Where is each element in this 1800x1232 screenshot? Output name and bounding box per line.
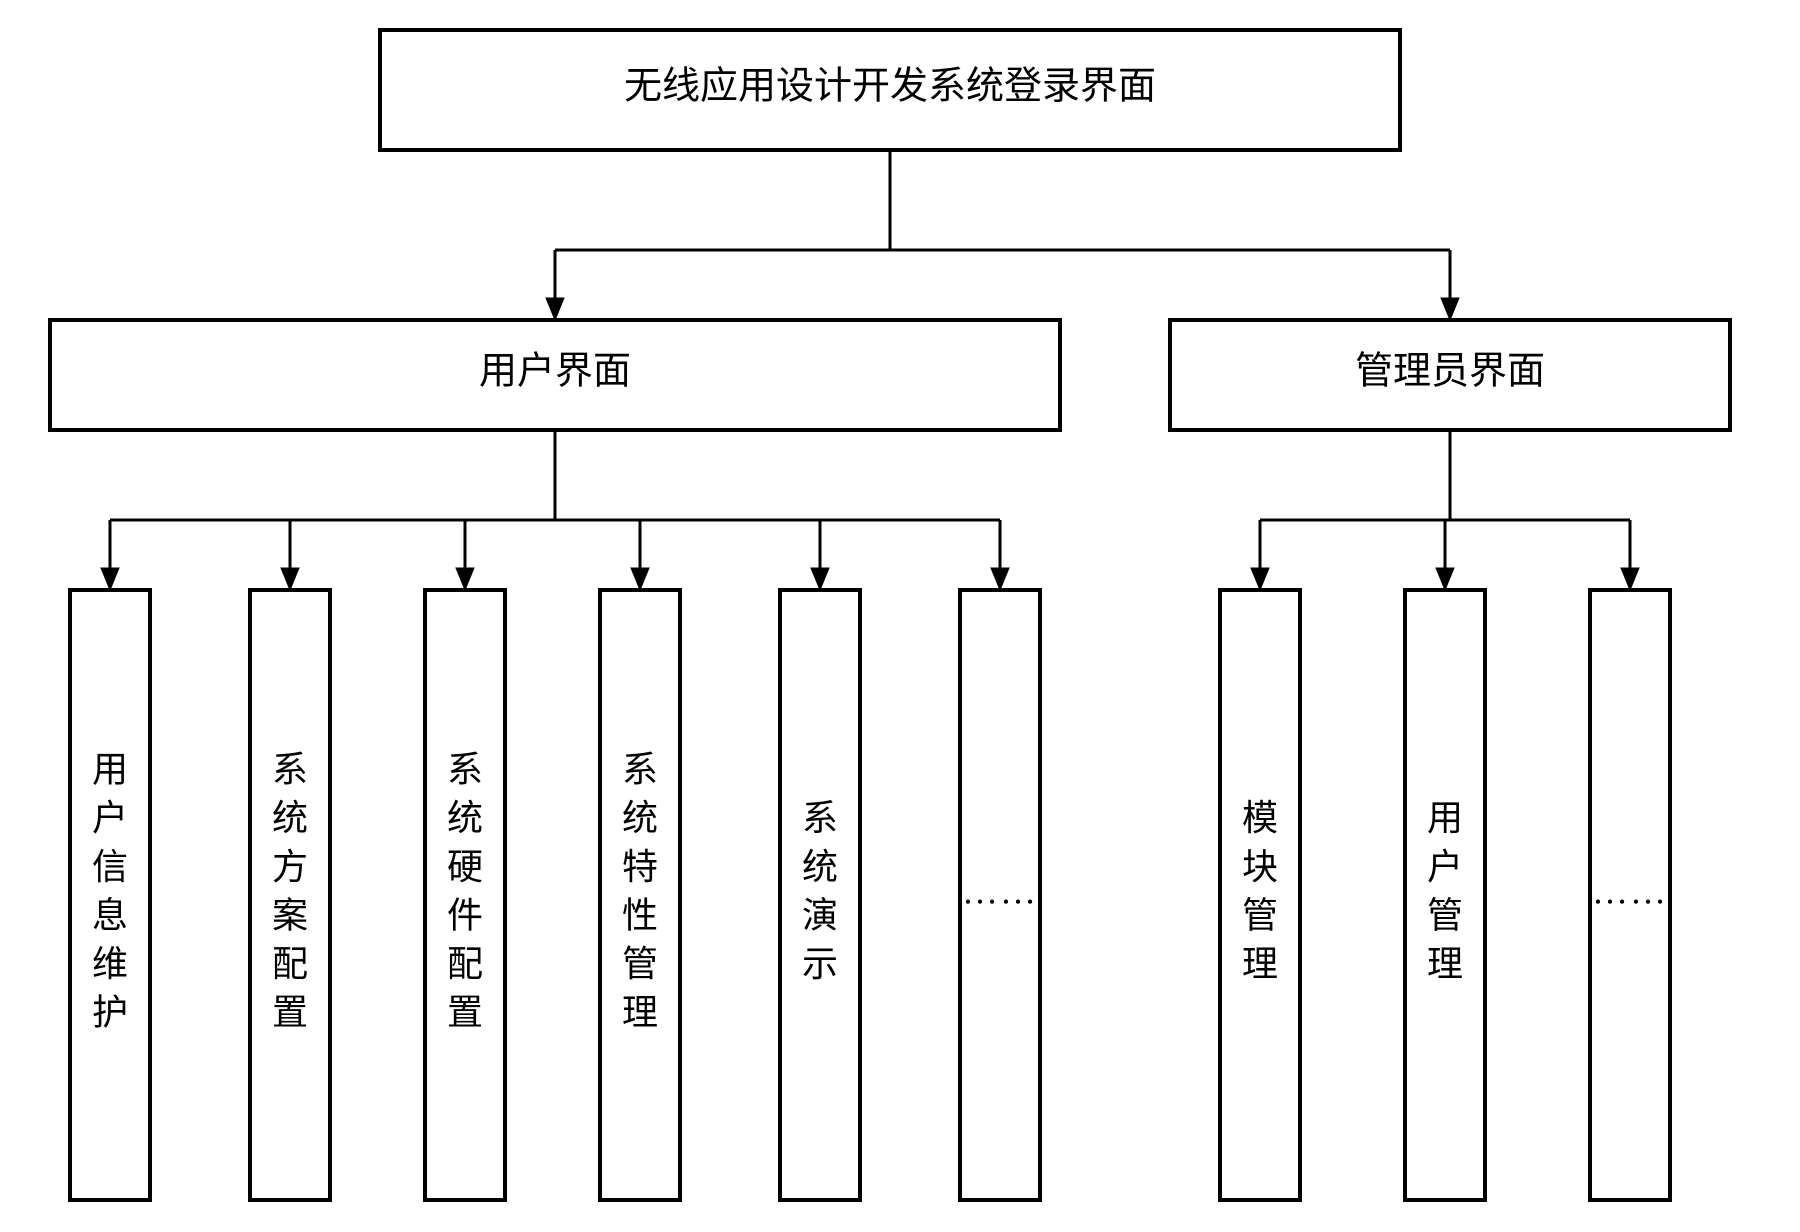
node-leaf-admin-more: …… [1590,590,1670,1200]
node-admin-ui: 管理员界面 [1170,320,1730,430]
node-leaf-sys-demo: 系统演示 [780,590,860,1200]
node-leaf-module-mgmt: 模块管理 [1220,590,1300,1200]
node-leaf-user-info: 用户信息维护 [70,590,150,1200]
node-root: 无线应用设计开发系统登录界面 [380,30,1400,150]
node-leaf-user-mgmt: 用户管理 [1405,590,1485,1200]
node-label: 管理员界面 [1355,351,1545,393]
node-leaf-sys-plan: 系统方案配置 [250,590,330,1200]
node-label: …… [1592,871,1668,911]
node-user-ui: 用户界面 [50,320,1060,430]
node-label: 无线应用设计开发系统登录界面 [624,66,1156,108]
node-leaf-user-more: …… [960,590,1040,1200]
node-label: 用户界面 [479,351,631,393]
node-leaf-sys-attr: 系统特性管理 [600,590,680,1200]
node-label: …… [962,871,1038,911]
node-leaf-sys-hw: 系统硬件配置 [425,590,505,1200]
hierarchy-diagram: 无线应用设计开发系统登录界面用户界面 管理员界面用户信息维护 系统方案配置 系统硬件配… [0,0,1800,1232]
